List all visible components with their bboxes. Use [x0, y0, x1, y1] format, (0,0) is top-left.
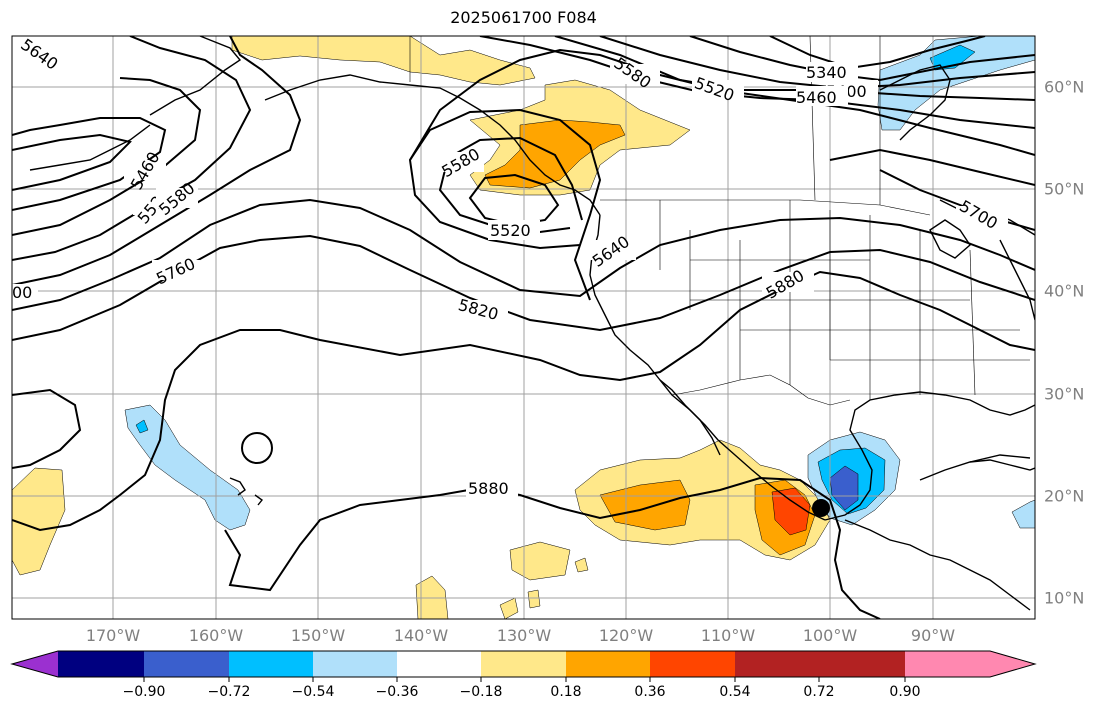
longitude-label: 140°W [393, 626, 449, 645]
colorbar-segment [481, 651, 566, 677]
contour-5700-east [879, 169, 1035, 231]
contour-5640-low [408, 108, 602, 301]
longitude-label: 120°W [598, 626, 654, 645]
cool-anomaly-hawaii [124, 404, 251, 531]
longitude-label: 150°W [290, 626, 346, 645]
colorbar-tick-label: 0.54 [719, 684, 751, 700]
longitude-label: 100°W [802, 626, 858, 645]
colorbar-tick-label: −0.72 [207, 684, 251, 700]
great-lakes [929, 219, 971, 259]
colorbar-segment [313, 651, 397, 677]
colorbar-tick-label: −0.18 [459, 684, 503, 700]
east-coast [999, 239, 1035, 321]
contour-5520-west [12, 117, 167, 211]
central-america [844, 519, 1031, 611]
latitude-label: 10°N [1044, 588, 1085, 608]
contour-5700 [12, 36, 302, 286]
baja [659, 379, 721, 456]
warm-anomaly-small-1 [509, 541, 571, 581]
warm-anomaly-mexico-mid [599, 479, 691, 531]
latitude-label: 30°N [1044, 384, 1085, 404]
contour-5400-north [689, 36, 1035, 82]
colorbar-outline [10, 650, 1037, 678]
contour-5880-ring [241, 432, 274, 464]
contour-5460-west [12, 133, 132, 191]
map-area: 5640 5460 5520 5580 5760 00 5580 5520 56… [12, 36, 1035, 619]
cool-anomaly-hawaii-mid [135, 419, 149, 434]
longitude-label: 170°W [85, 626, 141, 645]
colorbar-tick-label: 0.18 [550, 684, 582, 700]
longitude-label: 110°W [700, 626, 756, 645]
latitude-label: 40°N [1044, 281, 1085, 301]
colorbar-segment [735, 651, 819, 677]
longitude-label: 130°W [496, 626, 552, 645]
contour-label-group: 5640 5460 5520 5580 5760 00 5580 5520 56… [12, 36, 1008, 498]
contour-5880-loop-west [12, 388, 82, 469]
contour-5640-east [829, 148, 1035, 186]
contour-label: 5880 [468, 479, 509, 498]
contour-label: 5460 [796, 88, 837, 107]
warm-anomaly-small-4 [527, 589, 541, 609]
colorbar-tick-label: −0.54 [291, 684, 335, 700]
colorbar-tick-label: 0.36 [634, 684, 666, 700]
us-west-coast [589, 214, 826, 521]
cool-anomaly-caribbean [1011, 499, 1035, 529]
anomaly-shading [12, 36, 1035, 619]
us-mexico-border [671, 374, 851, 406]
colorbar-tick-label: 0.90 [889, 684, 921, 700]
hawaii-1 [229, 477, 246, 496]
colorbar-segment [566, 651, 650, 677]
warm-anomaly-gulf-alaska [231, 36, 536, 86]
map-frame [11, 35, 1036, 620]
contour-label: 5340 [806, 63, 847, 82]
map-title: 2025061700 F084 [450, 8, 597, 27]
location-marker [812, 499, 830, 517]
colorbar-segment [397, 651, 481, 677]
cool-anomaly-hudson-mid [929, 44, 976, 71]
colorbar-tick-label: 0.72 [803, 684, 835, 700]
contour-5580-west [12, 77, 202, 236]
colorbar-segment [229, 651, 313, 677]
colorbar-segment [58, 651, 144, 677]
contour-label: 00 [12, 283, 32, 302]
colorbar-extend-low [12, 651, 58, 677]
alaska-coast [149, 36, 242, 116]
longitude-label: 90°W [910, 626, 956, 645]
latitude-label: 60°N [1044, 77, 1085, 97]
cuba [969, 454, 1031, 463]
colorbar-extend-high [905, 651, 1035, 677]
colorbar-segment [819, 651, 905, 677]
longitude-label: 160°W [188, 626, 244, 645]
hawaii-2 [254, 494, 264, 506]
contour-5880-south [224, 476, 881, 619]
cool-anomaly-gulf-strong [829, 465, 859, 511]
political-borders [409, 36, 1030, 406]
colorbar-segment [650, 651, 735, 677]
contour-5340-north [769, 36, 986, 70]
warm-anomaly-mexico-strong [771, 487, 811, 536]
contour-label: 5520 [490, 221, 531, 240]
colorbar-tick-label: −0.90 [122, 684, 166, 700]
latitude-label: 20°N [1044, 486, 1085, 506]
aleutians [29, 124, 151, 171]
warm-anomaly-small-5 [574, 557, 589, 573]
colorbar-tick-label: −0.36 [375, 684, 419, 700]
colorbar-segment [144, 651, 229, 677]
warm-anomaly-small-3 [499, 597, 519, 619]
warm-anomaly-west-pacific [12, 467, 66, 576]
contour-5640-west [12, 36, 252, 261]
contour-5880-main [12, 270, 1035, 532]
yucatan [919, 459, 1035, 481]
us-canada-border [600, 199, 931, 216]
alaska-south-coast [264, 74, 601, 216]
latitude-label: 50°N [1044, 179, 1085, 199]
contour-5760 [12, 198, 1035, 311]
contour-5460-north [599, 36, 1035, 90]
colorbar [10, 650, 1037, 682]
